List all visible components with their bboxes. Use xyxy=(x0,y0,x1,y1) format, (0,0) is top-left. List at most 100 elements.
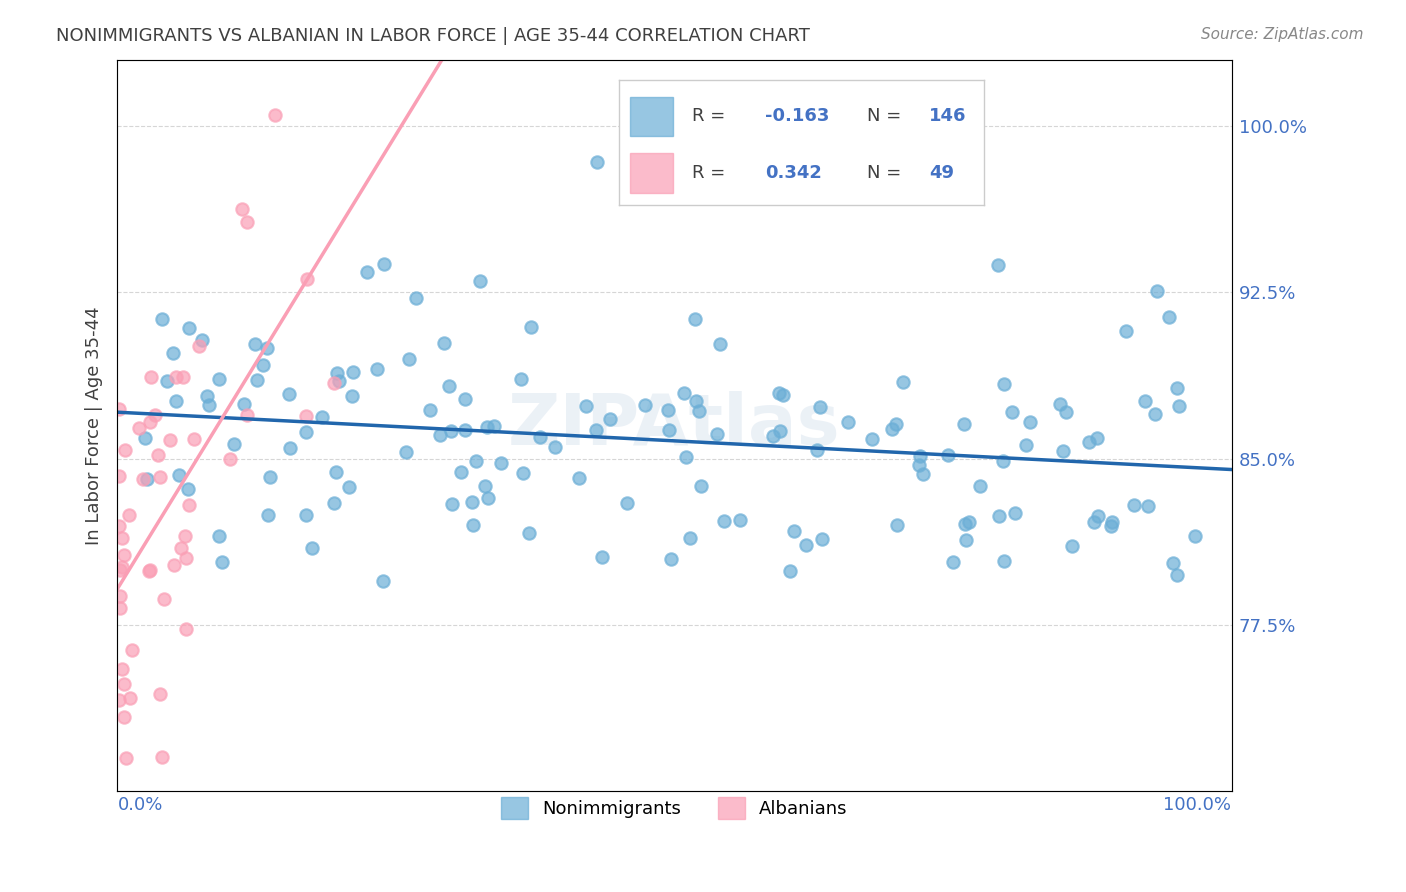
Point xyxy=(108,401,131,416)
Point xyxy=(337,480,360,494)
Point xyxy=(174,622,197,636)
Point xyxy=(512,466,534,480)
Point xyxy=(128,421,150,435)
Point xyxy=(135,472,157,486)
Point xyxy=(675,450,697,464)
Point xyxy=(987,258,1010,272)
Point xyxy=(993,554,1015,568)
Point xyxy=(112,710,135,724)
Point xyxy=(1101,515,1123,529)
Point xyxy=(246,374,269,388)
Point xyxy=(159,433,181,447)
Point xyxy=(634,398,657,412)
Point xyxy=(953,516,976,531)
Point xyxy=(1166,568,1188,582)
Text: 100.0%: 100.0% xyxy=(1163,796,1230,814)
Text: -0.163: -0.163 xyxy=(765,108,830,126)
Point xyxy=(433,336,456,351)
Point xyxy=(236,214,259,228)
Point xyxy=(1054,405,1077,419)
Point xyxy=(325,465,347,479)
Point xyxy=(149,470,172,484)
Point xyxy=(911,467,934,481)
Point xyxy=(520,320,543,334)
Point xyxy=(884,417,907,431)
Point xyxy=(474,479,496,493)
Point xyxy=(1085,432,1108,446)
Text: Source: ZipAtlas.com: Source: ZipAtlas.com xyxy=(1201,27,1364,42)
Point xyxy=(170,541,193,555)
Point xyxy=(860,432,883,446)
Point xyxy=(162,346,184,360)
Point xyxy=(114,751,136,765)
Point xyxy=(806,443,828,458)
Point xyxy=(197,389,219,403)
Point xyxy=(323,496,346,510)
Point xyxy=(683,312,706,326)
Point xyxy=(311,409,333,424)
Point xyxy=(953,417,976,432)
Point xyxy=(1087,509,1109,524)
Point xyxy=(762,429,785,443)
Point xyxy=(243,336,266,351)
Point xyxy=(224,436,246,450)
Point xyxy=(769,424,792,438)
Point xyxy=(690,479,713,493)
Point xyxy=(1060,539,1083,553)
Point xyxy=(706,426,728,441)
Point xyxy=(1019,416,1042,430)
FancyBboxPatch shape xyxy=(630,153,673,193)
Point xyxy=(1143,407,1166,421)
Point xyxy=(837,415,859,429)
Point xyxy=(728,512,751,526)
Point xyxy=(256,508,278,523)
Point xyxy=(277,386,299,401)
Point xyxy=(114,443,136,458)
Point xyxy=(398,351,420,366)
Point xyxy=(779,564,801,578)
Point xyxy=(441,497,464,511)
Point xyxy=(585,423,607,437)
Point xyxy=(1099,519,1122,533)
Point xyxy=(295,425,318,439)
Point xyxy=(510,372,533,386)
Point xyxy=(108,693,131,707)
Point xyxy=(218,452,240,467)
Point xyxy=(586,154,609,169)
FancyBboxPatch shape xyxy=(630,96,673,136)
Point xyxy=(658,423,681,437)
Point xyxy=(138,564,160,578)
Point xyxy=(174,550,197,565)
Point xyxy=(211,555,233,569)
Point xyxy=(172,369,194,384)
Point xyxy=(233,397,256,411)
Point xyxy=(301,541,323,555)
Point xyxy=(482,419,505,434)
Point xyxy=(1001,405,1024,419)
Point xyxy=(544,441,567,455)
Point xyxy=(464,454,486,468)
Point xyxy=(880,422,903,436)
Point xyxy=(366,362,388,376)
Point xyxy=(672,385,695,400)
Point xyxy=(190,334,212,348)
Point xyxy=(517,525,540,540)
Text: R =: R = xyxy=(692,164,731,182)
Point xyxy=(356,265,378,279)
Point xyxy=(256,341,278,355)
Point xyxy=(110,589,132,603)
Point xyxy=(1004,506,1026,520)
Point xyxy=(405,291,427,305)
Text: 146: 146 xyxy=(929,108,967,126)
Point xyxy=(810,532,832,546)
Point xyxy=(993,377,1015,392)
Point xyxy=(1083,515,1105,529)
Point xyxy=(208,529,231,543)
Text: R =: R = xyxy=(692,108,731,126)
Point xyxy=(993,453,1015,467)
Point xyxy=(141,369,163,384)
Point xyxy=(108,518,131,533)
Point xyxy=(1015,438,1038,452)
Point xyxy=(957,516,980,530)
Point xyxy=(111,560,134,574)
